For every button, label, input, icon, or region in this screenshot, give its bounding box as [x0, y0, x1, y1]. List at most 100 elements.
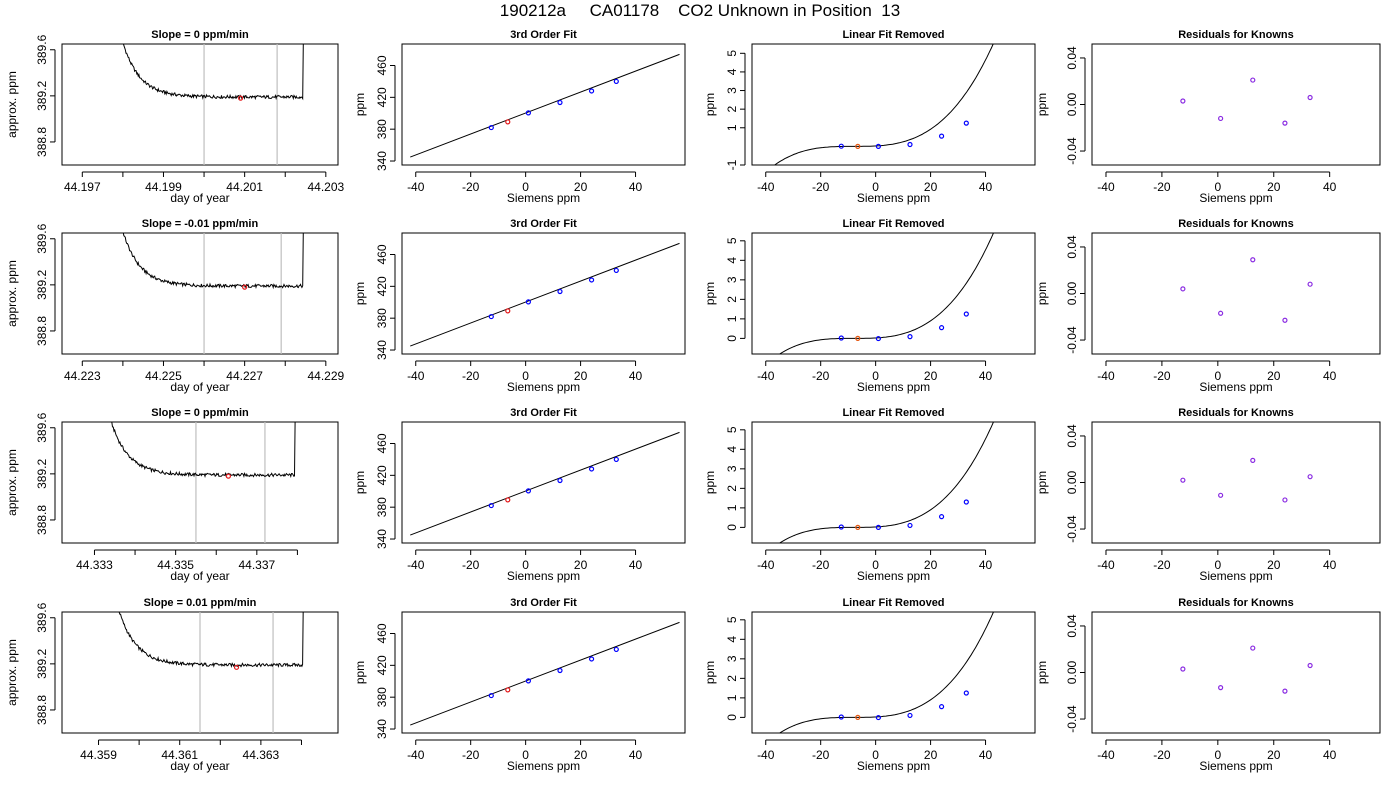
known-point — [938, 514, 945, 520]
unknown-point — [855, 524, 861, 530]
known-point — [963, 120, 969, 126]
x-tick-label: -20 — [1153, 369, 1171, 383]
x-tick-label: 20 — [1267, 558, 1281, 572]
panel-trace: Slope = 0 ppm/min 44.197 44.199 44.201 44.20… — [5, 29, 345, 205]
residual-point — [1218, 115, 1224, 122]
x-tick-label: -40 — [407, 748, 425, 762]
plot-area — [122, 44, 304, 165]
x-tick-label: 44.333 — [76, 558, 113, 572]
trace-line — [122, 233, 304, 290]
x-tick-label: 0 — [522, 748, 529, 762]
plot-frame — [61, 232, 339, 355]
y-tick-label: 388.8 — [35, 316, 49, 346]
y-tick-label: 3 — [725, 655, 739, 662]
x-tick-label: -20 — [1153, 180, 1171, 194]
x-tick-label: 44.197 — [64, 180, 101, 194]
x-tick-label: 40 — [629, 369, 643, 383]
panel-fit: 3rd Order Fit -40 -20 0 20 40 Siemens ppm 340 38… — [353, 407, 686, 583]
x-tick-label: -20 — [462, 558, 480, 572]
unknown-point — [855, 143, 861, 149]
known-point — [875, 143, 881, 149]
y-tick-label: 5 — [725, 426, 739, 433]
fit-line — [410, 621, 680, 726]
y-tick-label: 389.6 — [35, 223, 49, 253]
x-tick-label: 40 — [979, 369, 993, 383]
trace-line — [111, 422, 296, 478]
known-point — [938, 704, 945, 710]
y-tick-label: 389.6 — [35, 602, 49, 632]
y-tick-label: 4 — [725, 446, 739, 453]
y-tick-label: 0.00 — [1065, 281, 1079, 305]
known-point — [838, 714, 844, 720]
x-tick-label: -40 — [1097, 558, 1115, 572]
x-tick-label: 20 — [1267, 748, 1281, 762]
known-point — [557, 667, 563, 674]
known-point — [557, 99, 563, 106]
x-tick-label: 20 — [1267, 369, 1281, 383]
y-tick-label: 2 — [725, 675, 739, 682]
x-tick-label: 44.227 — [226, 369, 263, 383]
y-tick-label: 380 — [375, 308, 389, 328]
mean-point — [225, 473, 232, 479]
y-tick-label: 388.8 — [35, 505, 49, 535]
x-tick-label: 20 — [574, 748, 588, 762]
plot-area — [118, 612, 304, 733]
plot-area — [410, 242, 680, 347]
panel-title: Slope = 0.01 ppm/min — [144, 597, 257, 609]
known-point — [963, 690, 969, 696]
panel-residuals: Residuals for Knowns -40 -20 0 20 40 Siemens p… — [1035, 597, 1381, 773]
x-tick-label: 44.203 — [307, 180, 344, 194]
panel-residuals: Residuals for Knowns -40 -20 0 20 40 Siemens p… — [1035, 407, 1381, 583]
y-tick-label: 0.04 — [1065, 46, 1079, 70]
x-tick-label: 20 — [574, 369, 588, 383]
y-tick-label: 380 — [375, 497, 389, 517]
x-axis-label: Siemens ppm — [507, 191, 580, 205]
y-tick-label: 420 — [375, 465, 389, 485]
cubic-curve — [778, 233, 995, 354]
y-tick-label: -1 — [725, 159, 739, 170]
y-tick-label: 1 — [725, 504, 739, 511]
x-tick-label: 0 — [872, 748, 879, 762]
panel-title: Linear Fit Removed — [842, 597, 944, 609]
x-tick-label: -40 — [407, 558, 425, 572]
plot-frame — [401, 421, 686, 544]
known-point — [938, 325, 945, 331]
plot-area — [1180, 257, 1313, 323]
x-tick-label: 20 — [924, 369, 938, 383]
x-tick-label: 0 — [872, 369, 879, 383]
panel-title: Linear Fit Removed — [842, 407, 944, 419]
x-axis-label: day of year — [170, 380, 229, 394]
y-axis-label: approx. ppm — [5, 449, 19, 516]
known-point — [525, 488, 531, 494]
x-tick-label: -20 — [1153, 748, 1171, 762]
unknown-point — [855, 714, 861, 720]
residual-point — [1250, 77, 1256, 83]
y-tick-label: 340 — [375, 719, 389, 739]
x-tick-label: -40 — [1097, 180, 1115, 194]
y-tick-label: 2 — [725, 485, 739, 492]
y-axis-label: ppm — [703, 661, 717, 684]
panel-trace: Slope = 0.01 ppm/min 44.359 44.361 44.363 da… — [5, 597, 339, 773]
y-tick-label: 389.2 — [35, 459, 49, 489]
unknown-point — [505, 497, 511, 503]
known-point — [557, 477, 563, 484]
x-axis-label: Siemens ppm — [1199, 380, 1272, 394]
y-tick-label: 0.00 — [1065, 660, 1079, 684]
known-point — [488, 313, 494, 320]
residual-point — [1282, 120, 1288, 126]
x-tick-label: -40 — [757, 748, 775, 762]
cubic-curve — [773, 44, 994, 165]
y-tick-label: 3 — [725, 87, 739, 94]
y-tick-label: 0.04 — [1065, 235, 1079, 259]
x-tick-label: 40 — [629, 558, 643, 572]
x-tick-label: 0 — [1214, 748, 1221, 762]
y-tick-label: 420 — [375, 87, 389, 107]
residual-point — [1180, 666, 1186, 672]
x-tick-label: -40 — [407, 369, 425, 383]
panel-title: Slope = 0 ppm/min — [151, 407, 249, 419]
y-tick-label: -0.04 — [1065, 515, 1079, 543]
y-axis-label: ppm — [1035, 471, 1049, 494]
known-point — [525, 678, 531, 684]
